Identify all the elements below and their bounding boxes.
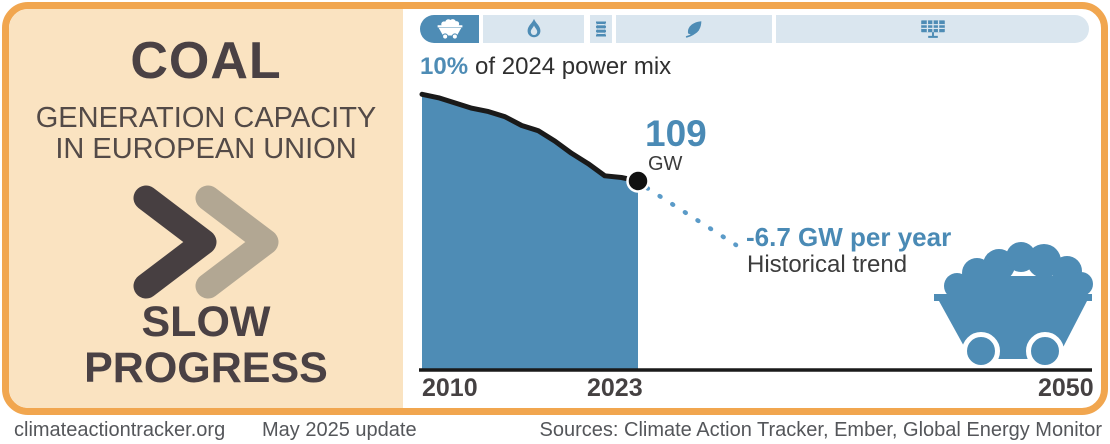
area-fill <box>422 94 638 371</box>
fuel-tabbar <box>420 15 1089 43</box>
power-mix-caption: 10% of 2024 power mix <box>420 53 671 81</box>
verdict-line-1: SLOW <box>141 298 271 346</box>
footer-site-link[interactable]: climateactiontracker.org <box>14 419 226 441</box>
tab-bioenergy[interactable] <box>616 15 772 43</box>
footer-sources: Sources: Climate Action Tracker, Ember, … <box>539 419 1102 441</box>
tab-coal[interactable] <box>420 15 479 43</box>
power-mix-text: of 2024 power mix <box>475 53 672 80</box>
subtitle-line-1: GENERATION CAPACITY <box>35 102 377 134</box>
trend-dashed-line <box>644 185 739 248</box>
subtitle-line-2: IN EUROPEAN UNION <box>55 133 357 165</box>
capacity-area-chart <box>419 91 1093 372</box>
x-tick-2023: 2023 <box>587 374 643 402</box>
solar-panel-icon <box>920 20 945 38</box>
end-value-label: 109 <box>645 113 707 154</box>
chevron-light-icon <box>195 185 279 299</box>
tab-oil[interactable] <box>590 15 612 43</box>
flame-icon <box>527 18 540 38</box>
coal-cart-illustration <box>934 242 1093 370</box>
x-tick-2010: 2010 <box>422 374 478 402</box>
coal-cart-icon <box>437 19 462 40</box>
tab-solar[interactable] <box>776 15 1089 43</box>
x-tick-2050: 2050 <box>1038 374 1094 402</box>
verdict-text: SLOW PROGRESS <box>9 299 403 391</box>
end-value-unit: GW <box>648 153 683 175</box>
double-chevron-icon <box>133 185 279 299</box>
title-panel: COAL GENERATION CAPACITY IN EUROPEAN UNI… <box>9 9 403 408</box>
power-mix-percent: 10% <box>420 53 469 80</box>
trend-sublabel: Historical trend <box>747 251 908 278</box>
subtitle: GENERATION CAPACITY IN EUROPEAN UNION <box>9 103 403 165</box>
oil-barrel-icon <box>596 21 606 37</box>
page-title: COAL <box>130 32 282 90</box>
chevron-dark-icon <box>133 185 217 299</box>
footer: climateactiontracker.org May 2025 update… <box>0 417 1110 444</box>
footer-update-date: May 2025 update <box>262 419 417 441</box>
tab-gas[interactable] <box>483 15 584 43</box>
leaf-icon <box>685 21 702 38</box>
history-line <box>419 91 641 184</box>
verdict-line-2: PROGRESS <box>84 344 328 392</box>
end-point-dot <box>626 169 650 193</box>
infographic-frame: COAL GENERATION CAPACITY IN EUROPEAN UNI… <box>2 2 1108 415</box>
trend-rate-label: -6.7 GW per year <box>746 222 952 252</box>
